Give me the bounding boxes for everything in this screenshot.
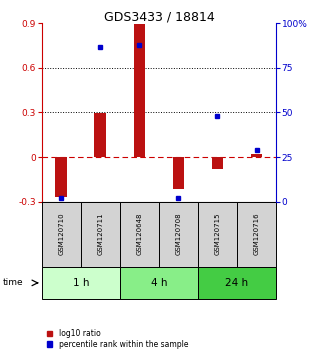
Bar (212, 157, 223, 169)
Bar (198, 202, 237, 267)
Text: GSM120716: GSM120716 (254, 213, 260, 256)
Text: GSM120711: GSM120711 (97, 213, 103, 256)
Bar (237, 202, 276, 267)
Bar (120, 267, 198, 299)
Legend: log10 ratio, percentile rank within the sample: log10 ratio, percentile rank within the … (46, 327, 190, 350)
Bar (173, 157, 184, 189)
Text: GSM120708: GSM120708 (175, 213, 181, 256)
Bar (94, 113, 106, 157)
Text: 24 h: 24 h (225, 278, 248, 288)
Bar (81, 202, 120, 267)
Text: time: time (3, 278, 24, 287)
Text: GSM120715: GSM120715 (214, 213, 221, 255)
Bar (56, 157, 67, 197)
Bar (198, 267, 276, 299)
Bar (134, 24, 145, 157)
Bar (42, 202, 81, 267)
Text: 4 h: 4 h (151, 278, 167, 288)
Text: GSM120710: GSM120710 (58, 213, 64, 256)
Title: GDS3433 / 18814: GDS3433 / 18814 (103, 10, 214, 23)
Bar (42, 267, 120, 299)
Bar (251, 154, 262, 157)
Text: 1 h: 1 h (73, 278, 89, 288)
Text: GSM120648: GSM120648 (136, 213, 143, 255)
Bar (120, 202, 159, 267)
Bar (159, 202, 198, 267)
